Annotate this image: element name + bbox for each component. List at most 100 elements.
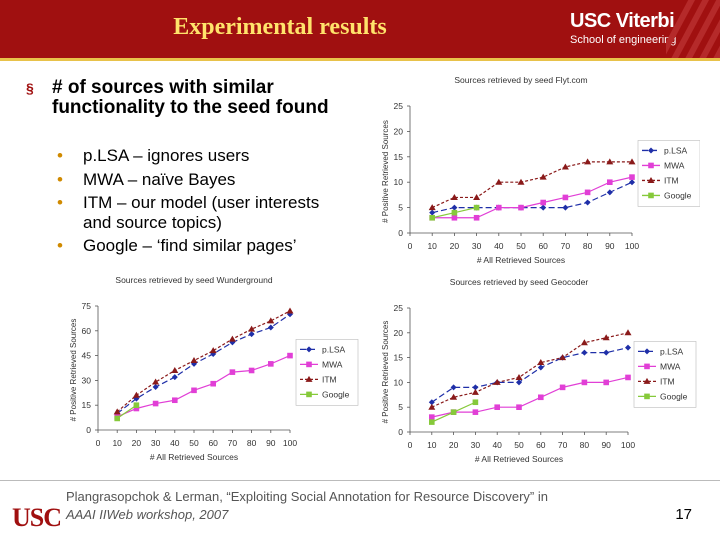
y-tick-label: 15 (394, 353, 404, 363)
series-google (114, 402, 140, 422)
data-point (625, 374, 631, 381)
data-point (472, 384, 479, 391)
x-tick-label: 0 (96, 438, 101, 448)
x-tick-label: 100 (625, 241, 639, 251)
data-point (493, 378, 501, 385)
series-google (429, 204, 480, 221)
series-itm (428, 329, 632, 410)
data-point (248, 325, 256, 332)
data-point (191, 387, 197, 394)
sub-bullet: • MWA – naïve Bayes (57, 170, 347, 190)
data-point (515, 373, 523, 380)
logo-line1: USC Viterbi (570, 10, 675, 32)
data-point (152, 400, 159, 407)
data-point (494, 404, 500, 410)
series-line (116, 313, 291, 414)
series-line (116, 404, 137, 419)
data-point (286, 307, 294, 314)
y-axis-label: # Positive Retrieved Sources (381, 321, 390, 424)
data-point (287, 352, 293, 359)
series-line (431, 161, 632, 209)
series-mwa (429, 174, 635, 221)
data-point (580, 339, 588, 346)
x-tick-label: 20 (132, 438, 142, 448)
y-tick-label: 25 (394, 303, 404, 313)
citation: Plangrasopchok & Lerman, “Exploiting Soc… (66, 488, 656, 524)
chart-title: Sources retrieved by seed Wunderground (115, 275, 272, 285)
legend-marker (647, 176, 655, 183)
x-tick-label: 50 (189, 438, 199, 448)
legend-marker (306, 391, 312, 398)
footer-divider (0, 480, 720, 481)
x-tick-label: 100 (283, 438, 297, 448)
data-point (471, 388, 479, 395)
data-point (628, 158, 636, 165)
data-point (561, 163, 569, 170)
data-point (518, 204, 524, 211)
data-point (537, 359, 545, 366)
x-tick-label: 40 (170, 438, 180, 448)
y-tick-label: 5 (398, 402, 403, 412)
decorative-stripes (666, 0, 720, 58)
data-point (267, 317, 275, 324)
series-line (116, 355, 291, 418)
x-tick-label: 60 (208, 438, 218, 448)
x-tick-label: 70 (558, 440, 568, 450)
x-tick-label: 60 (536, 440, 546, 450)
y-tick-label: 5 (398, 203, 403, 213)
data-point (537, 364, 544, 371)
chart-title: Sources retrieved by seed Geocoder (450, 277, 589, 287)
x-tick-label: 60 (538, 241, 548, 251)
data-point (172, 397, 178, 404)
data-point (190, 357, 198, 364)
logo-line2: School of engineering (570, 34, 677, 46)
data-point (248, 331, 255, 338)
x-tick-label: 70 (228, 438, 238, 448)
data-point (132, 391, 140, 398)
data-point (584, 158, 592, 165)
legend-marker (306, 361, 312, 368)
usc-footer-logo: USC (12, 503, 62, 532)
data-point (559, 354, 567, 361)
bullet-dot-icon: • (57, 146, 63, 165)
x-tick-label: 30 (471, 440, 481, 450)
data-point (538, 394, 544, 401)
data-point (428, 204, 436, 211)
data-point (429, 414, 435, 420)
x-tick-label: 90 (266, 438, 276, 448)
y-axis-label: # Positive Retrieved Sources (381, 120, 390, 223)
x-tick-label: 40 (494, 241, 504, 251)
data-point (152, 378, 160, 385)
data-point (209, 347, 217, 354)
main-bullet-text: # of sources with similar functionality … (52, 77, 329, 118)
series-line (431, 376, 629, 418)
data-point (429, 419, 435, 425)
series-line (431, 347, 629, 403)
data-point (629, 174, 635, 180)
data-point (584, 199, 591, 206)
legend-label: Google (660, 391, 688, 401)
data-point (451, 209, 458, 216)
x-tick-label: 20 (450, 241, 460, 251)
data-point (248, 367, 255, 374)
data-point (473, 193, 481, 200)
x-tick-label: 0 (408, 440, 413, 450)
legend-label: ITM (664, 175, 679, 185)
data-point (450, 409, 457, 415)
legend-label: ITM (322, 374, 337, 384)
data-point (451, 204, 458, 211)
data-point (428, 399, 435, 406)
series-itm (113, 307, 294, 415)
y-tick-label: 10 (394, 377, 404, 387)
x-tick-label: 20 (449, 440, 459, 450)
y-tick-label: 20 (394, 126, 404, 136)
main-bullet: § # of sources with similar functionalit… (26, 78, 356, 118)
data-point (228, 335, 236, 342)
data-point (539, 173, 547, 180)
series-mwa (429, 374, 631, 420)
x-tick-label: 10 (427, 241, 437, 251)
y-tick-label: 75 (82, 301, 92, 311)
legend-label: MWA (664, 160, 685, 170)
data-point (429, 214, 435, 221)
series-plsa (114, 311, 293, 417)
